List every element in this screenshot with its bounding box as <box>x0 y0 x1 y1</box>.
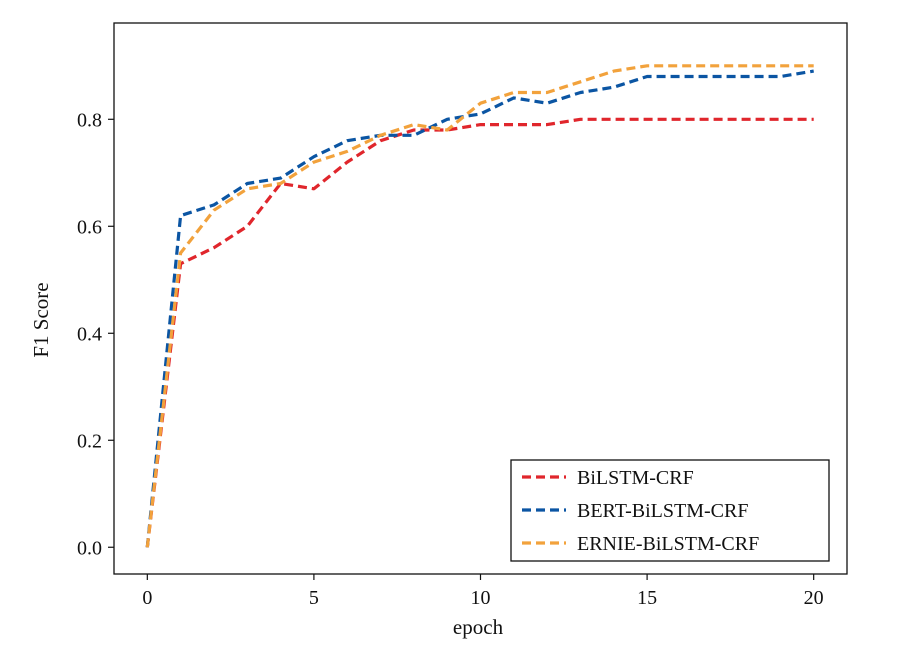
legend-entries: BiLSTM-CRF BERT-BiLSTM-CRF ERNIE-BiLSTM-CR… <box>522 467 759 555</box>
series-line-1 <box>145 117 814 548</box>
legend-label-1: BiLSTM-CRF <box>577 467 694 489</box>
y-axis-ticks: 0.0 0.2 0.4 0.6 0.8 <box>77 109 114 559</box>
series-line-3 <box>145 64 814 548</box>
x-tick-label: 20 <box>804 587 824 609</box>
x-tick-label: 10 <box>471 587 491 609</box>
series-line-2 <box>145 69 814 548</box>
y-axis-label: F1 Score <box>29 282 53 357</box>
y-tick-label: 0.8 <box>77 109 102 131</box>
y-tick-label: 0.6 <box>77 216 102 238</box>
x-tick-label: 15 <box>637 587 657 609</box>
x-tick-label: 5 <box>309 587 319 609</box>
legend: BiLSTM-CRF BERT-BiLSTM-CRF ERNIE-BiLSTM-CR… <box>510 459 830 562</box>
legend-label-2: BERT-BiLSTM-CRF <box>577 500 748 522</box>
x-tick-label: 0 <box>142 587 152 609</box>
y-tick-label: 0.2 <box>77 430 102 452</box>
y-tick-label: 0.4 <box>77 323 102 345</box>
x-axis-label: epoch <box>453 615 504 639</box>
x-axis-ticks: 0 5 10 15 20 <box>142 574 824 609</box>
y-tick-label: 0.0 <box>77 537 102 559</box>
series-layer <box>145 64 814 548</box>
legend-label-3: ERNIE-BiLSTM-CRF <box>577 533 759 555</box>
